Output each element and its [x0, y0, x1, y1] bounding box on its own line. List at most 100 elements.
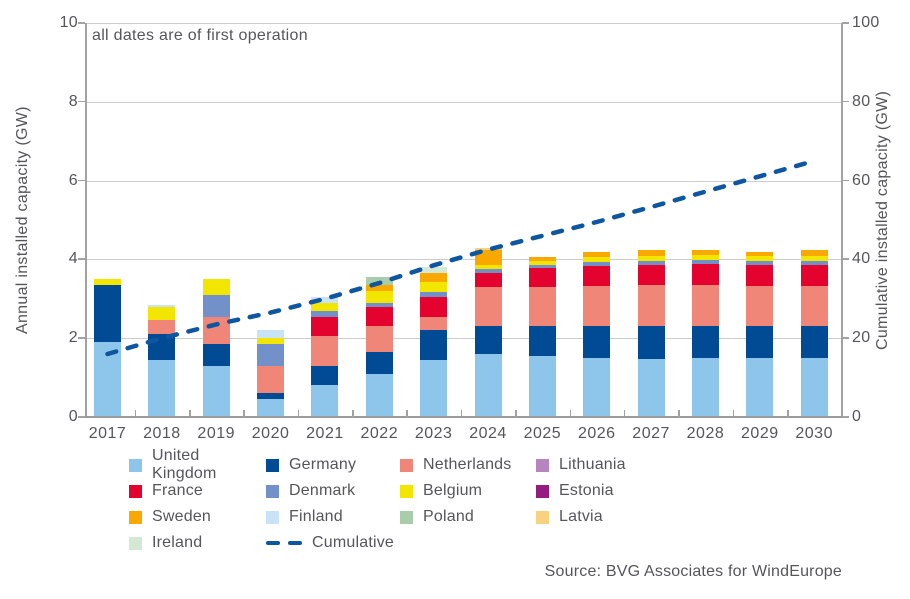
bar-segment-united-kingdom [800, 357, 828, 417]
bar-segment-sweden [746, 251, 774, 257]
bar-segment-france [583, 266, 611, 286]
legend-item-belgium: Belgium [400, 478, 536, 504]
bar-segment-belgium [691, 255, 719, 261]
legend-item-denmark: Denmark [266, 478, 400, 504]
bar-segment-belgium [528, 260, 556, 265]
right-axis-tick [842, 100, 849, 103]
x-axis-tick [569, 410, 572, 417]
bar-segment-united-kingdom [311, 385, 339, 417]
legend-swatch-icon [400, 458, 413, 472]
legend-swatch-icon [266, 510, 279, 524]
bar-segment-netherlands [691, 285, 719, 326]
legend-label: France [152, 482, 203, 499]
x-axis-label-2017: 2017 [88, 425, 127, 442]
bar-segment-france [474, 273, 502, 287]
bar-segment-germany [637, 326, 665, 360]
right-axis-title: Cumulative installed capacity (GW) [874, 90, 891, 350]
legend-swatch-icon [129, 536, 142, 550]
bar-segment-belgium [148, 306, 176, 321]
legend-item-lithuania: Lithuania [536, 452, 706, 478]
legend-swatch-icon [536, 458, 549, 472]
bar-segment-sweden [637, 250, 665, 257]
bar-segment-belgium [311, 302, 339, 311]
bar-segment-denmark [420, 291, 448, 297]
x-axis-tick [787, 410, 789, 417]
left-axis-tick-label: 4 [68, 250, 78, 268]
bar-segment-denmark [691, 260, 719, 265]
x-axis-label-2027: 2027 [632, 425, 670, 442]
bar-segment-france [691, 264, 719, 286]
x-axis-tick [678, 410, 680, 417]
left-axis-tick [78, 258, 85, 260]
x-axis-label-2019: 2019 [197, 425, 236, 442]
gridline-6 [85, 180, 841, 182]
x-axis-label-2022: 2022 [360, 425, 399, 442]
bar-segment-france [420, 296, 448, 317]
left-axis-title: Annual installed capacity (GW) [14, 106, 31, 334]
bar-segment-germany [800, 325, 828, 358]
bar-segment-netherlands [257, 365, 285, 394]
bar-segment-denmark [637, 260, 665, 265]
bar-segment-germany [420, 330, 448, 360]
bar-segment-united-kingdom [583, 357, 611, 417]
bar-segment-sweden [583, 252, 611, 258]
right-axis-tick [842, 22, 849, 24]
bar-segment-france [365, 306, 393, 327]
dash [266, 540, 280, 546]
right-axis-tick-label: 80 [852, 92, 871, 110]
x-axis-tick [134, 410, 137, 417]
cumulative-line-path [105, 158, 817, 357]
left-axis-tick-label: 2 [68, 329, 78, 347]
x-axis-tick [243, 410, 245, 417]
right-axis-tick [842, 179, 849, 182]
gridline-4 [85, 259, 841, 261]
cumulative-dash-icon [266, 540, 302, 546]
bar-segment-sweden [691, 249, 719, 256]
right-axis-tick [842, 258, 849, 260]
x-axis-label-2026: 2026 [577, 425, 616, 442]
legend-label: Finland [289, 508, 343, 525]
x-axis-label-2021: 2021 [306, 425, 344, 442]
bar-segment-denmark [474, 268, 502, 274]
right-axis-tick-label: 100 [852, 14, 880, 31]
x-axis-tick [515, 410, 517, 417]
bar-segment-netherlands [474, 287, 502, 327]
legend-label: Denmark [289, 482, 356, 499]
bar-segment-netherlands [800, 286, 828, 326]
legend-label: Germany [289, 456, 357, 473]
legend-swatch-icon [266, 458, 279, 472]
bar-segment-netherlands [528, 287, 556, 327]
bar-segment-germany [528, 326, 556, 356]
legend-item-united-kingdom: United Kingdom [129, 447, 266, 482]
bar-segment-denmark [528, 264, 556, 269]
legend-item-poland: Poland [400, 504, 536, 530]
legend-swatch-icon [536, 484, 549, 498]
gridline-2 [85, 338, 841, 340]
bar-segment-united-kingdom [365, 373, 393, 417]
x-axis-line [85, 416, 842, 418]
bar-segment-united-kingdom [420, 359, 448, 417]
legend-swatch-icon [129, 510, 142, 524]
gridline-10 [85, 23, 841, 24]
bar-segment-denmark [583, 261, 611, 267]
bar-segment-belgium [474, 264, 502, 269]
chart-annotation: all dates are of first operation [92, 27, 308, 44]
bar-segment-germany [746, 325, 774, 358]
bar-segment-germany [691, 325, 719, 358]
bar-segment-belgium [583, 257, 611, 262]
bar-segment-belgium [257, 338, 285, 345]
x-axis-label-2024: 2024 [469, 425, 507, 442]
legend-swatch-icon [129, 458, 142, 472]
bar-segment-netherlands [746, 286, 774, 326]
left-axis-tick-label: 10 [59, 14, 78, 31]
x-axis-label-2023: 2023 [414, 425, 453, 442]
bar-segment-sweden [800, 249, 828, 257]
bar-segment-sweden [528, 256, 556, 261]
x-axis-tick [297, 410, 300, 417]
legend-swatch-icon [266, 484, 279, 498]
legend-item-germany: Germany [266, 452, 400, 478]
source-credit: Source: BVG Associates for WindEurope [544, 563, 842, 580]
bar-segment-france [311, 316, 339, 337]
legend-label: Belgium [423, 482, 483, 499]
